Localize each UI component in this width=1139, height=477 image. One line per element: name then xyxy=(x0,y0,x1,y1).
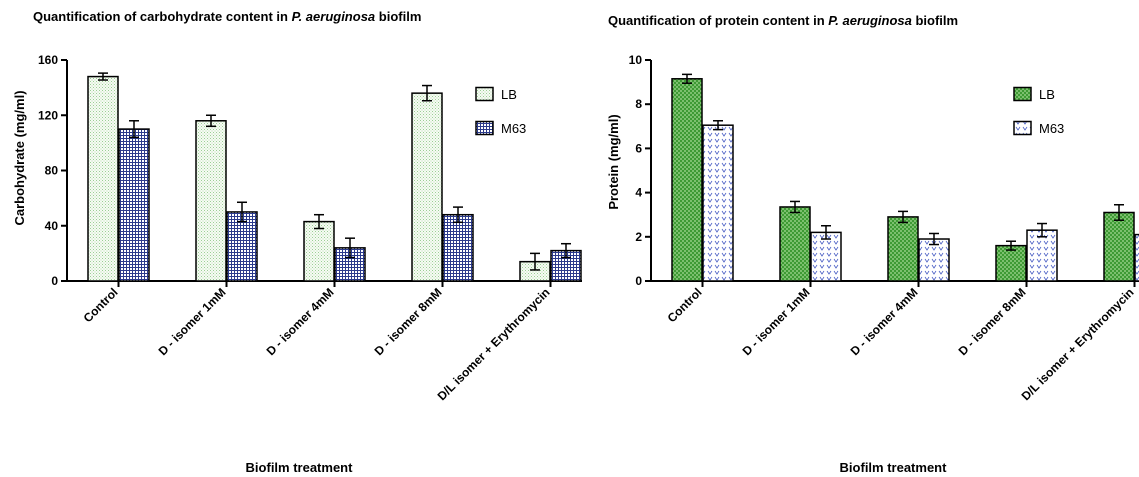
bar-lb-3 xyxy=(995,244,1027,282)
bar-m63-0 xyxy=(702,124,734,282)
x-axis-label: Biofilm treatment xyxy=(246,460,354,475)
bar-lb-4 xyxy=(1103,211,1135,282)
category-labels: Control D - isomer 1mM D - isomer 4mM D - i… xyxy=(81,285,553,403)
y-axis-label: Carbohydrate (mg/ml) xyxy=(12,90,27,225)
legend-swatch-m63 xyxy=(475,120,494,136)
bar-lb-0 xyxy=(671,78,703,282)
y-axis-label: Protein (mg/ml) xyxy=(606,114,621,209)
category-labels: Control D - isomer 1mM D - isomer 4mM D - i… xyxy=(665,285,1137,403)
legend-swatch-m63 xyxy=(1013,120,1032,136)
legend-label: M63 xyxy=(501,121,526,136)
carbohydrate-chart: Quantification of carbohydrate content i… xyxy=(12,9,582,475)
y-tick-labels: 0 40 80 120 160 xyxy=(38,53,58,288)
y-tick-label: 10 xyxy=(629,53,643,67)
legend-label: M63 xyxy=(1039,121,1064,136)
bar-m63-0 xyxy=(118,128,150,282)
category-label: D - isomer 8mM xyxy=(372,285,445,358)
bars xyxy=(87,75,582,282)
bar-lb-2 xyxy=(887,216,919,282)
chart-title: Quantification of protein content in P. … xyxy=(608,13,958,28)
category-label: D - isomer 1mM xyxy=(156,285,229,358)
category-label: D - isomer 4mM xyxy=(264,285,337,358)
bar-lb-1 xyxy=(195,120,227,282)
category-label: D - isomer 1mM xyxy=(740,285,813,358)
legend: LB M63 xyxy=(475,86,526,136)
legend-swatch-lb xyxy=(475,86,494,102)
legend: LB M63 xyxy=(1013,86,1064,136)
category-label: D/L isomer + Erythromycin xyxy=(435,285,553,403)
bar-m63-2 xyxy=(918,238,950,282)
category-label: D/L isomer + Erythromycin xyxy=(1019,285,1137,403)
y-tick-label: 0 xyxy=(635,274,642,288)
legend-label: LB xyxy=(1039,87,1055,102)
y-tick-label: 6 xyxy=(635,141,642,155)
chart-title: Quantification of carbohydrate content i… xyxy=(33,9,421,24)
y-tick-label: 4 xyxy=(635,186,642,200)
bar-m63-1 xyxy=(810,231,842,282)
bar-m63-1 xyxy=(226,211,258,282)
y-tick-label: 160 xyxy=(38,53,58,67)
bar-lb-3 xyxy=(411,92,443,282)
bars xyxy=(671,78,1139,282)
protein-chart: Quantification of protein content in P. … xyxy=(606,13,1139,475)
x-axis-label: Biofilm treatment xyxy=(840,460,948,475)
y-tick-label: 8 xyxy=(635,97,642,111)
bar-m63-3 xyxy=(442,213,474,282)
legend-swatch-lb xyxy=(1013,86,1032,102)
y-tick-label: 80 xyxy=(45,164,59,178)
bar-m63-4 xyxy=(1134,233,1139,282)
error-bars xyxy=(98,72,571,271)
error-bars xyxy=(682,73,1124,251)
y-tick-label: 120 xyxy=(38,108,58,122)
category-label: Control xyxy=(665,285,705,325)
y-tick-labels: 0 2 4 6 8 10 xyxy=(629,53,643,288)
category-label: D - isomer 8mM xyxy=(956,285,1029,358)
bar-lb-1 xyxy=(779,206,811,282)
category-label: D - isomer 4mM xyxy=(848,285,921,358)
y-tick-label: 2 xyxy=(635,230,642,244)
bar-m63-3 xyxy=(1026,229,1058,282)
bar-lb-2 xyxy=(303,220,335,282)
y-tick-label: 40 xyxy=(45,219,59,233)
category-label: Control xyxy=(81,285,121,325)
y-tick-label: 0 xyxy=(51,274,58,288)
legend-label: LB xyxy=(501,87,517,102)
bar-lb-0 xyxy=(87,75,119,282)
